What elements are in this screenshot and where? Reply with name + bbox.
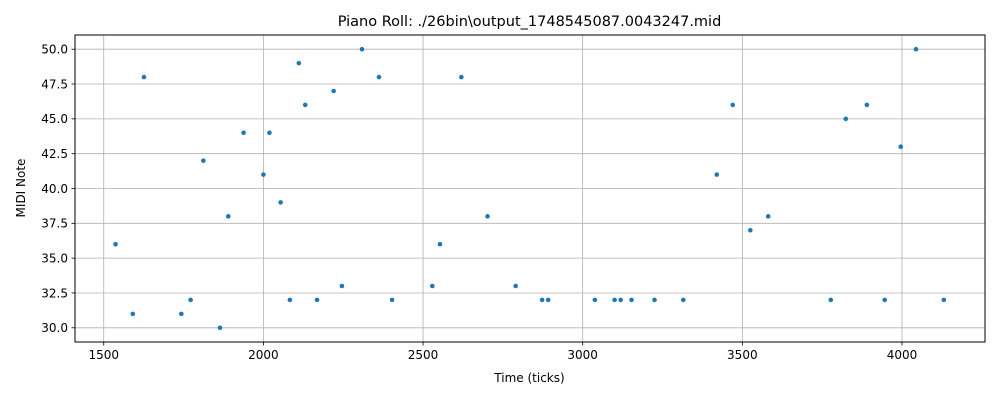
data-point xyxy=(376,74,382,80)
data-point xyxy=(296,60,302,66)
y-tick-label: 42.5 xyxy=(41,147,68,161)
data-point xyxy=(130,311,136,317)
data-point xyxy=(680,297,686,303)
data-point xyxy=(714,172,720,177)
x-tick-label: 3500 xyxy=(727,348,758,362)
data-point xyxy=(314,297,320,303)
data-point xyxy=(629,297,634,303)
x-tick-label: 3000 xyxy=(567,348,598,362)
data-point xyxy=(302,102,308,108)
x-tick-label: 2000 xyxy=(248,348,279,362)
y-tick-label: 30.0 xyxy=(41,321,68,335)
x-tick-label: 4000 xyxy=(887,348,918,362)
data-point xyxy=(278,200,283,205)
y-axis-label: MIDI Note xyxy=(14,159,28,218)
x-axis-label: Time (ticks) xyxy=(493,371,564,385)
y-axis: 30.0 32.5 35.0 37.5 40.0 42.5 45.0 47.5 50.0 xyxy=(41,43,75,335)
data-point xyxy=(241,130,246,136)
y-tick-label: 35.0 xyxy=(41,251,68,265)
data-point xyxy=(261,172,266,177)
data-point xyxy=(828,297,834,303)
data-point xyxy=(339,283,345,289)
data-point xyxy=(941,297,947,303)
data-point xyxy=(485,214,490,219)
y-tick-label: 45.0 xyxy=(41,112,68,126)
data-point xyxy=(225,214,231,219)
data-points xyxy=(113,46,947,331)
data-point xyxy=(612,297,617,303)
data-point xyxy=(730,102,736,108)
data-point xyxy=(331,88,336,94)
data-point xyxy=(217,325,223,331)
data-point xyxy=(179,311,184,317)
data-point xyxy=(748,227,753,233)
y-tick-label: 32.5 xyxy=(41,286,68,300)
grid-lines xyxy=(75,35,985,342)
data-point xyxy=(359,46,365,52)
data-point xyxy=(898,144,904,150)
data-point xyxy=(513,283,518,289)
data-point xyxy=(913,46,919,52)
x-axis: 1500 2000 2500 3000 3500 4000 xyxy=(88,342,917,362)
x-tick-label: 1500 xyxy=(88,348,119,362)
data-point xyxy=(113,241,118,247)
data-point xyxy=(882,297,888,303)
data-point xyxy=(437,241,443,247)
data-point xyxy=(287,297,293,303)
data-point xyxy=(188,297,193,303)
y-tick-label: 37.5 xyxy=(41,217,68,231)
chart-title: Piano Roll: ./26bin\output_1748545087.00… xyxy=(338,14,722,30)
data-point xyxy=(389,297,395,303)
x-tick-label: 2500 xyxy=(408,348,439,362)
data-point xyxy=(141,74,147,80)
data-point xyxy=(843,116,849,122)
data-point xyxy=(592,297,598,303)
data-point xyxy=(201,158,206,163)
y-tick-label: 40.0 xyxy=(41,182,68,196)
data-point xyxy=(539,297,545,303)
data-point xyxy=(652,297,657,303)
data-point xyxy=(864,102,870,108)
data-point xyxy=(618,297,623,303)
data-point xyxy=(267,130,272,136)
data-point xyxy=(545,297,551,303)
data-point xyxy=(429,283,435,289)
data-point xyxy=(765,214,771,219)
y-tick-label: 47.5 xyxy=(41,77,68,91)
data-point xyxy=(459,74,464,80)
y-tick-label: 50.0 xyxy=(41,43,68,57)
